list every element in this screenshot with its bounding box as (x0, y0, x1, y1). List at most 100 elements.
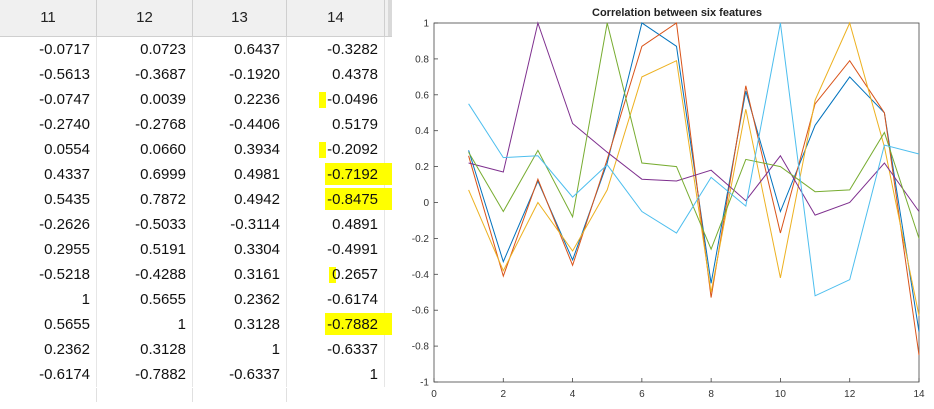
table-cell[interactable]: 0.6437 (193, 37, 287, 62)
table-cell[interactable]: 0.3934 (193, 137, 287, 162)
table-row[interactable]: -0.6174 -0.7882 -0.6337 1 (0, 362, 392, 387)
cell-highlight (325, 313, 392, 335)
table-cell[interactable]: 0.2657 (287, 262, 385, 287)
table-cell[interactable]: 0.5191 (97, 237, 193, 262)
table-cell[interactable]: 1 (287, 362, 385, 387)
table-cell[interactable]: 0.2955 (0, 237, 97, 262)
table-cell[interactable]: 1 (97, 312, 193, 337)
cell-value: 0.3304 (234, 241, 280, 258)
cell-value: 0.2236 (234, 91, 280, 108)
cell-value: 0.2362 (234, 291, 280, 308)
table-row[interactable]: 0.2955 0.5191 0.3304 -0.4991 (0, 237, 392, 262)
table-row[interactable]: 0.5435 0.7872 0.4942 -0.8475 (0, 187, 392, 212)
header-scrollbar[interactable] (388, 0, 392, 36)
table-cell[interactable]: -0.2768 (97, 112, 193, 137)
cell-value: -0.7192 (327, 166, 378, 183)
table-row[interactable]: 0.5655 1 0.3128 -0.7882 (0, 312, 392, 337)
table-cell[interactable]: 0.5179 (287, 112, 385, 137)
table-cell[interactable]: -0.0496 (287, 87, 385, 112)
cell-value: 0.6999 (140, 166, 186, 183)
table-cell[interactable]: 0.3161 (193, 262, 287, 287)
table-cell[interactable]: -0.7192 (287, 162, 392, 187)
cell-value: 0.3161 (234, 266, 280, 283)
cell-value: 0.0554 (44, 141, 90, 158)
table-cell[interactable]: 0.4378 (287, 62, 385, 87)
table-cell[interactable]: -0.0747 (0, 87, 97, 112)
y-tick-label: 0.8 (415, 54, 429, 65)
table-row[interactable]: 0.2362 0.3128 1 -0.6337 (0, 337, 392, 362)
table-cell[interactable]: -0.2626 (0, 212, 97, 237)
table-cell[interactable]: 0.2362 (193, 287, 287, 312)
table-cell[interactable]: 0.5435 (0, 187, 97, 212)
table-cell[interactable]: -0.6174 (0, 362, 97, 387)
column-header[interactable]: 12 (97, 0, 193, 36)
cell-value: -0.6337 (327, 341, 378, 358)
table-row[interactable]: -0.2626 -0.5033 -0.3114 0.4891 (0, 212, 392, 237)
cell-value: -0.3687 (135, 66, 186, 83)
column-header[interactable]: 13 (193, 0, 287, 36)
table-cell[interactable]: 0.6999 (97, 162, 193, 187)
table-cell[interactable]: 0.0554 (0, 137, 97, 162)
table-cell[interactable]: -0.2092 (287, 137, 385, 162)
table-cell[interactable]: 0.4891 (287, 212, 385, 237)
table-cell[interactable]: -0.3687 (97, 62, 193, 87)
table-cell[interactable]: -0.0717 (0, 37, 97, 62)
cell-value: -0.2626 (39, 216, 90, 233)
table-cell[interactable]: 0.5655 (97, 287, 193, 312)
table-cell[interactable]: -0.3282 (287, 37, 385, 62)
cell-value: 1 (81, 291, 90, 308)
cell-value: -0.2740 (39, 116, 90, 133)
table-cell[interactable]: 0.3128 (97, 337, 193, 362)
table-row[interactable]: 0.4337 0.6999 0.4981 -0.7192 (0, 162, 392, 187)
x-tick-label: 8 (708, 389, 714, 400)
table-cell[interactable]: 0.5655 (0, 312, 97, 337)
table-cell[interactable]: 0.3304 (193, 237, 287, 262)
cell-highlight-mark (319, 92, 326, 108)
table-row[interactable]: -0.0747 0.0039 0.2236 -0.0496 (0, 87, 392, 112)
table-cell[interactable]: -0.6337 (193, 362, 287, 387)
series-line-4 (468, 21, 920, 216)
table-cell[interactable]: 0.4942 (193, 187, 287, 212)
cell-value: -0.4288 (135, 266, 186, 283)
table-cell[interactable]: 0.7872 (97, 187, 193, 212)
table-cell[interactable]: 1 (193, 337, 287, 362)
table-cell[interactable]: -0.2740 (0, 112, 97, 137)
table-cell[interactable]: -0.5613 (0, 62, 97, 87)
table-row[interactable]: 0.0554 0.0660 0.3934 -0.2092 (0, 137, 392, 162)
cell-value: 0.4378 (332, 66, 378, 83)
table-cell[interactable]: -0.6337 (287, 337, 385, 362)
table-cell[interactable]: 0.0039 (97, 87, 193, 112)
table-cell[interactable]: -0.4406 (193, 112, 287, 137)
column-header[interactable]: 11 (0, 0, 97, 36)
table-row[interactable]: -0.5218 -0.4288 0.3161 0.2657 (0, 262, 392, 287)
table-cell[interactable]: 0.0660 (97, 137, 193, 162)
table-cell[interactable]: 0.3128 (193, 312, 287, 337)
table-cell[interactable]: 1 (0, 287, 97, 312)
table-cell[interactable]: -0.1920 (193, 62, 287, 87)
table-row[interactable]: 1 0.5655 0.2362 -0.6174 (0, 287, 392, 312)
cell-value: 0.0039 (140, 91, 186, 108)
table-cell[interactable]: -0.3114 (193, 212, 287, 237)
y-tick-label: -0.8 (412, 342, 430, 353)
table-cell[interactable]: -0.8475 (287, 187, 392, 212)
table-row[interactable]: -0.5613 -0.3687 -0.1920 0.4378 (0, 62, 392, 87)
table-cell[interactable]: 0.4337 (0, 162, 97, 187)
table-cell[interactable]: -0.5218 (0, 262, 97, 287)
table-cell[interactable]: 0.0723 (97, 37, 193, 62)
cell-value: 0.3128 (234, 316, 280, 333)
table-cell[interactable]: -0.7882 (287, 312, 392, 337)
table-cell[interactable]: -0.6174 (287, 287, 385, 312)
cell-value: 0.2657 (332, 266, 378, 283)
table-cell[interactable]: -0.4991 (287, 237, 385, 262)
table-cell[interactable]: -0.7882 (97, 362, 193, 387)
column-header[interactable]: 14 (287, 0, 385, 36)
table-row[interactable]: -0.0717 0.0723 0.6437 -0.3282 (0, 37, 392, 62)
table-cell[interactable]: -0.4288 (97, 262, 193, 287)
y-tick-label: -0.6 (412, 306, 430, 317)
table-cell[interactable]: -0.5033 (97, 212, 193, 237)
table-cell[interactable]: 0.4981 (193, 162, 287, 187)
table-cell[interactable]: 0.2362 (0, 337, 97, 362)
table-cell[interactable]: 0.2236 (193, 87, 287, 112)
table-row[interactable]: -0.2740 -0.2768 -0.4406 0.5179 (0, 112, 392, 137)
series-line-6 (468, 22, 920, 297)
